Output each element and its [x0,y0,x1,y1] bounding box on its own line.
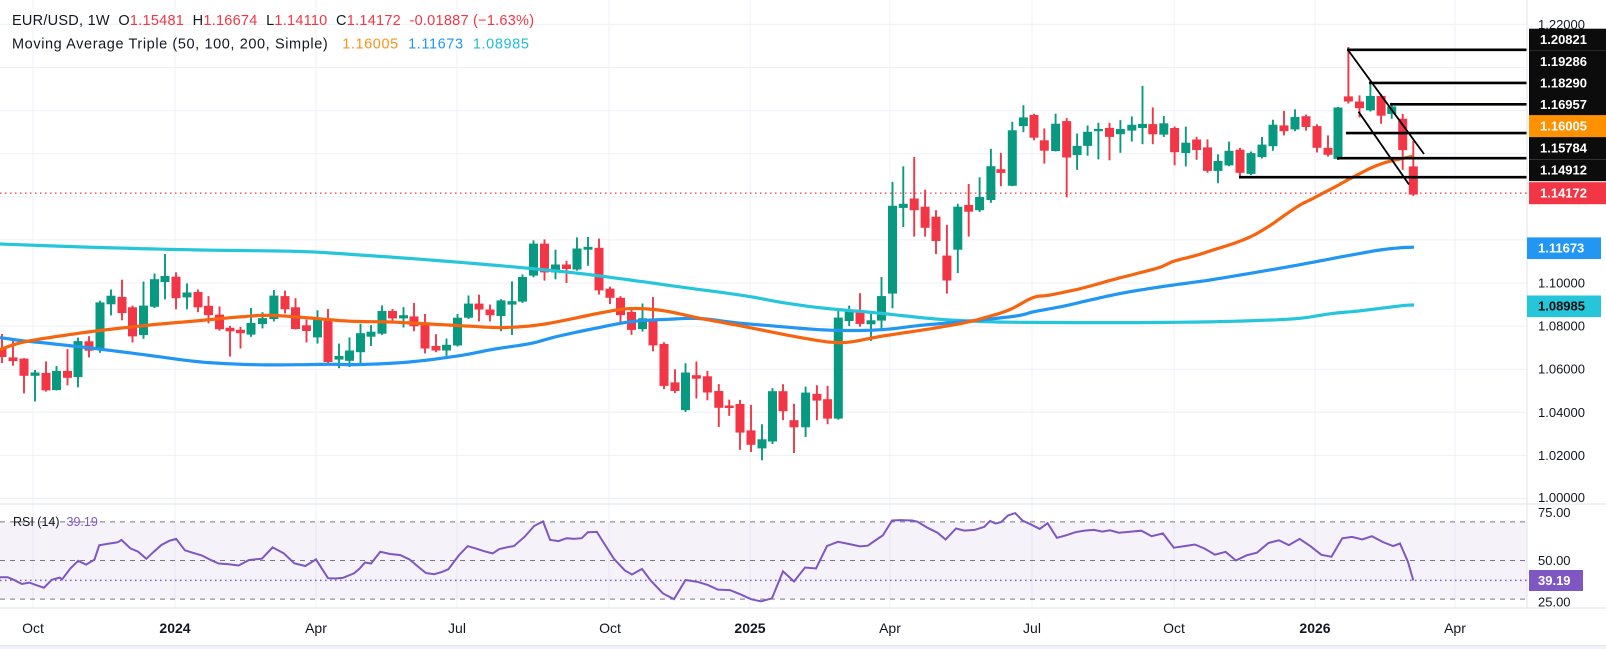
svg-text:Apr: Apr [305,620,327,636]
svg-text:1.08985: 1.08985 [1538,299,1585,314]
svg-text:Oct: Oct [599,620,621,636]
svg-text:Jul: Jul [448,620,466,636]
svg-text:2024: 2024 [159,620,190,636]
svg-text:25.00: 25.00 [1538,595,1571,610]
svg-text:1.15784: 1.15784 [1540,141,1588,156]
svg-text:1.08000: 1.08000 [1538,319,1585,334]
svg-text:Moving Average Triple (50, 100: Moving Average Triple (50, 100, 200, Sim… [12,37,530,53]
svg-text:2026: 2026 [1299,620,1330,636]
svg-text:1.10000: 1.10000 [1538,276,1585,291]
svg-text:1.00000: 1.00000 [1538,490,1585,505]
svg-text:1.19286: 1.19286 [1540,54,1587,69]
svg-text:2025: 2025 [734,620,765,636]
svg-text:1.16005: 1.16005 [1540,119,1587,134]
svg-text:Jul: Jul [1023,620,1041,636]
svg-text:RSI (14) 39.19: RSI (14) 39.19 [13,515,98,529]
svg-text:75.00: 75.00 [1538,505,1571,520]
svg-text:1.04000: 1.04000 [1538,405,1585,420]
svg-text:1.18290: 1.18290 [1540,76,1587,91]
svg-text:39.19: 39.19 [1538,573,1571,588]
svg-text:1.20821: 1.20821 [1540,32,1587,47]
svg-text:1.11673: 1.11673 [1538,241,1584,256]
svg-text:1.06000: 1.06000 [1538,362,1585,377]
svg-text:1.02000: 1.02000 [1538,448,1585,463]
svg-text:EUR/USD, 1W O1.15481 H1.1667: EUR/USD, 1W O1.15481 H1.16674 L1.14110 C… [12,13,534,29]
svg-text:Apr: Apr [879,620,901,636]
svg-text:Oct: Oct [22,620,44,636]
svg-text:1.22000: 1.22000 [1538,17,1585,32]
svg-text:50.00: 50.00 [1538,553,1571,568]
svg-text:Oct: Oct [1163,620,1185,636]
svg-text:1.14172: 1.14172 [1540,186,1587,201]
svg-text:Apr: Apr [1444,620,1466,636]
svg-text:1.14912: 1.14912 [1540,163,1587,178]
svg-text:1.16957: 1.16957 [1540,97,1587,112]
